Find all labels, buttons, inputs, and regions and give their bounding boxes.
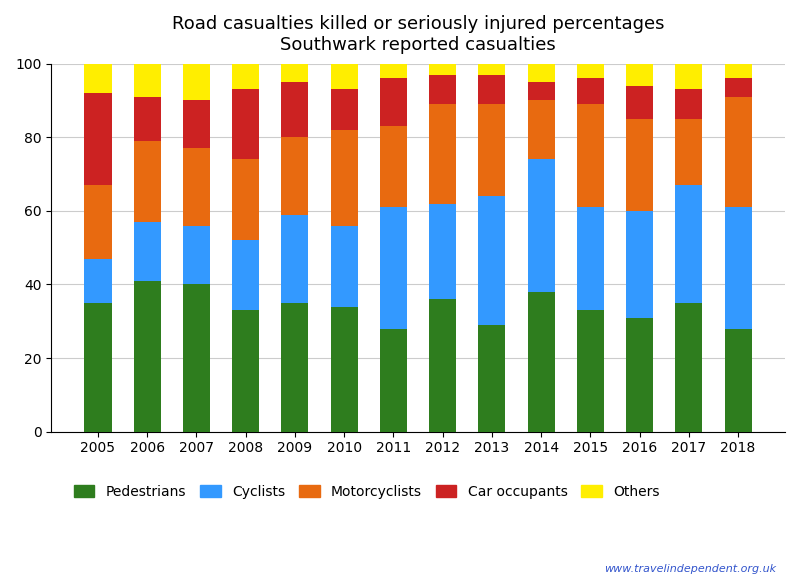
Bar — [85, 93, 111, 185]
Bar — [282, 64, 309, 82]
Bar — [85, 185, 111, 259]
Bar — [330, 306, 358, 432]
Bar — [675, 303, 702, 432]
Bar — [675, 185, 702, 303]
Bar — [330, 64, 358, 89]
Bar — [183, 148, 210, 226]
Bar — [528, 100, 554, 160]
Bar — [282, 215, 309, 303]
Bar — [380, 207, 407, 329]
Bar — [675, 64, 702, 89]
Bar — [725, 78, 752, 97]
Bar — [478, 325, 506, 432]
Bar — [577, 207, 604, 310]
Bar — [626, 211, 653, 318]
Bar — [85, 64, 111, 93]
Bar — [183, 284, 210, 432]
Bar — [577, 310, 604, 432]
Bar — [232, 310, 259, 432]
Bar — [183, 64, 210, 100]
Bar — [577, 64, 604, 78]
Bar — [330, 130, 358, 226]
Bar — [577, 78, 604, 104]
Bar — [528, 160, 554, 292]
Bar — [134, 141, 161, 222]
Bar — [626, 119, 653, 211]
Bar — [232, 240, 259, 310]
Bar — [725, 64, 752, 78]
Bar — [429, 204, 456, 299]
Bar — [134, 64, 161, 97]
Bar — [478, 64, 506, 75]
Bar — [134, 281, 161, 432]
Bar — [626, 64, 653, 86]
Legend: Pedestrians, Cyclists, Motorcyclists, Car occupants, Others: Pedestrians, Cyclists, Motorcyclists, Ca… — [68, 479, 666, 504]
Bar — [478, 196, 506, 325]
Bar — [232, 89, 259, 160]
Bar — [330, 89, 358, 130]
Bar — [85, 259, 111, 303]
Bar — [134, 222, 161, 281]
Bar — [85, 303, 111, 432]
Bar — [577, 104, 604, 207]
Bar — [626, 86, 653, 119]
Bar — [675, 89, 702, 119]
Bar — [282, 303, 309, 432]
Bar — [429, 64, 456, 75]
Bar — [134, 97, 161, 141]
Bar — [478, 75, 506, 104]
Bar — [380, 64, 407, 78]
Bar — [725, 207, 752, 329]
Bar — [429, 299, 456, 432]
Bar — [725, 97, 752, 207]
Title: Road casualties killed or seriously injured percentages
Southwark reported casua: Road casualties killed or seriously inju… — [172, 15, 664, 54]
Bar — [232, 64, 259, 89]
Bar — [429, 104, 456, 204]
Bar — [183, 100, 210, 148]
Text: www.travelindependent.org.uk: www.travelindependent.org.uk — [604, 564, 776, 574]
Bar — [528, 82, 554, 100]
Bar — [725, 329, 752, 432]
Bar — [380, 78, 407, 126]
Bar — [380, 329, 407, 432]
Bar — [626, 318, 653, 432]
Bar — [528, 64, 554, 82]
Bar — [528, 292, 554, 432]
Bar — [330, 226, 358, 306]
Bar — [675, 119, 702, 185]
Bar — [282, 82, 309, 137]
Bar — [183, 226, 210, 284]
Bar — [232, 160, 259, 240]
Bar — [282, 137, 309, 215]
Bar — [380, 126, 407, 207]
Bar — [429, 75, 456, 104]
Bar — [478, 104, 506, 196]
